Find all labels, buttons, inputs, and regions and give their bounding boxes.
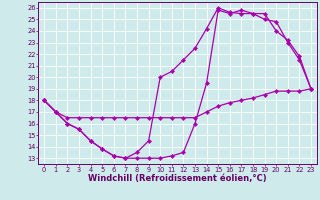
X-axis label: Windchill (Refroidissement éolien,°C): Windchill (Refroidissement éolien,°C) (88, 174, 267, 183)
